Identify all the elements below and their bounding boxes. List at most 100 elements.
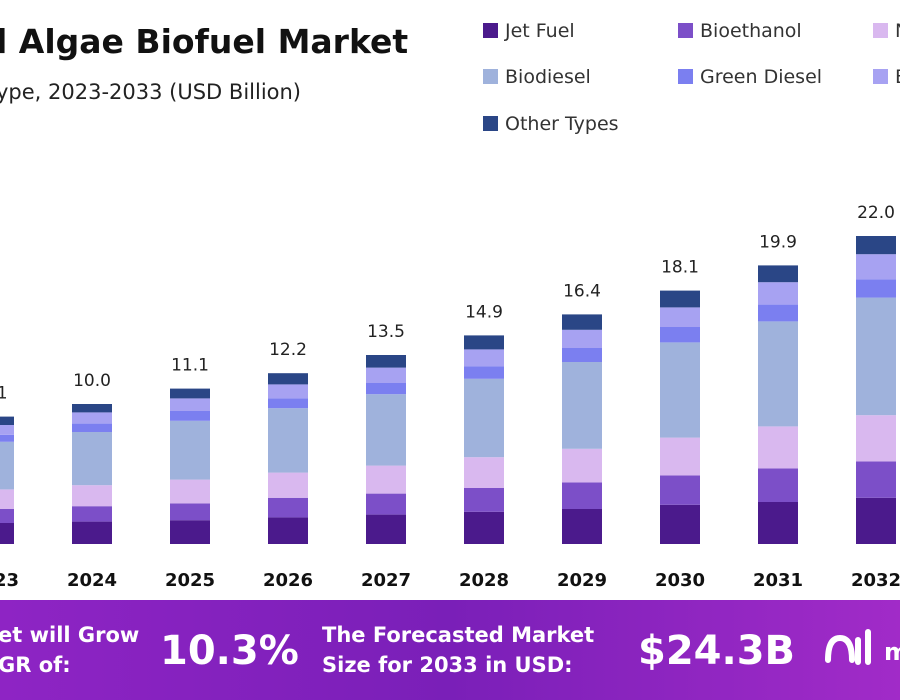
bar-segment	[268, 472, 308, 498]
bar-segment	[856, 415, 896, 462]
bar-segment	[366, 383, 406, 395]
bar-segment	[562, 362, 602, 449]
banner-middle: The Forecasted Market	[322, 623, 594, 647]
bar-segment	[464, 378, 504, 458]
x-tick-label: 2028	[459, 570, 509, 591]
total-label: 11.1	[171, 356, 209, 376]
legend-label: Bioethanol	[700, 20, 802, 42]
bar-segment	[268, 373, 308, 385]
total-label: 19.9	[759, 232, 797, 252]
legend-label: Green Diesel	[700, 66, 822, 88]
plot: 9.1 2023 10.0 2024 11.1 2025 12.2 2026 13.5 2027 1…	[0, 203, 900, 591]
bar-segment	[660, 475, 700, 505]
bar-segment	[170, 411, 210, 421]
legend-label: N	[895, 20, 900, 42]
bar-segment	[0, 509, 14, 523]
legend-label: Jet Fuel	[504, 20, 575, 42]
bar-segment	[72, 506, 112, 522]
banner-left: et will Grow	[0, 623, 139, 647]
legend-swatch	[678, 23, 693, 38]
bar-segment	[660, 327, 700, 343]
bar-segment	[170, 503, 210, 521]
bar-segment	[366, 355, 406, 368]
bar-segment	[170, 398, 210, 411]
logo-text: m	[884, 638, 900, 666]
bar-segment	[170, 479, 210, 504]
forecast: $24.3B	[638, 628, 795, 674]
bar-segment	[72, 404, 112, 413]
legend-label: Biodiesel	[505, 66, 591, 88]
bar-segment	[72, 432, 112, 486]
legend-swatch	[483, 116, 498, 131]
bar-segment	[464, 349, 504, 367]
bar-segment	[0, 441, 14, 490]
bar-segment	[366, 493, 406, 515]
bar-segment	[856, 236, 896, 255]
bar-segment	[268, 497, 308, 518]
bar-segment	[268, 384, 308, 399]
bar-segment	[660, 437, 700, 476]
bar-segment	[170, 420, 210, 480]
bar-segment	[856, 461, 896, 498]
total-label: 16.4	[563, 281, 601, 301]
bar-segment	[170, 520, 210, 544]
bar-segment	[856, 254, 896, 280]
bar-segment	[758, 265, 798, 283]
bar-segment	[562, 314, 602, 330]
total-label: 14.9	[465, 302, 503, 322]
legend-label: Other Types	[505, 113, 619, 135]
bar-segment	[366, 514, 406, 544]
legend-label: B	[895, 66, 900, 88]
banner-bg	[0, 600, 900, 700]
bar-segment	[758, 304, 798, 322]
bar-segment	[464, 335, 504, 350]
legend-swatch	[678, 69, 693, 84]
bar-segment	[0, 489, 14, 509]
legend: Jet Fuel Bioethanol N Biodiesel Green Diesel…	[483, 20, 900, 135]
total-label: 13.5	[367, 322, 405, 342]
banner-middle: Size for 2033 in USD:	[322, 653, 573, 677]
bar-segment	[856, 497, 896, 544]
x-tick-label: 2024	[67, 570, 117, 591]
banner: et will Grow GR of: 10.3% The Forecasted…	[0, 600, 900, 700]
bar-segment	[366, 465, 406, 494]
bar-segment	[758, 321, 798, 427]
legend-swatch	[483, 23, 498, 38]
logo-mark	[825, 629, 871, 665]
x-tick-label: 2025	[165, 570, 215, 591]
bar-segment	[562, 348, 602, 362]
bar-segment	[660, 290, 700, 308]
x-tick-label: 2029	[557, 570, 607, 591]
bar-segment	[562, 509, 602, 544]
bar-segment	[562, 482, 602, 509]
legend-swatch	[873, 69, 888, 84]
total-label: 18.1	[661, 258, 699, 278]
bar-segment	[464, 488, 504, 512]
legend-swatch	[873, 23, 888, 38]
bar-segment	[268, 398, 308, 409]
total-label: 12.2	[269, 340, 307, 360]
bar-segment	[268, 408, 308, 473]
bar-segment	[0, 434, 14, 442]
x-tick-label: 2031	[753, 570, 803, 591]
x-tick-label: 2032	[851, 570, 900, 591]
legend-swatch	[483, 69, 498, 84]
bar-segment	[366, 394, 406, 466]
bar-segment	[758, 468, 798, 502]
total-label: 22.0	[857, 203, 895, 223]
bar-segment	[856, 297, 896, 416]
bar-segment	[72, 423, 112, 432]
total-label: 9.1	[0, 384, 8, 404]
x-tick-label: 2030	[655, 570, 705, 591]
bar-segment	[758, 282, 798, 305]
bar-segment	[464, 457, 504, 488]
bar-segment	[72, 412, 112, 424]
bar-segment	[72, 485, 112, 507]
banner-left: GR of:	[0, 653, 71, 677]
chart-title: l Algae Biofuel Market	[0, 22, 408, 61]
bar-segment	[758, 502, 798, 544]
x-tick-label: 2027	[361, 570, 411, 591]
bar-segment	[660, 307, 700, 327]
bar-segment	[0, 425, 14, 435]
